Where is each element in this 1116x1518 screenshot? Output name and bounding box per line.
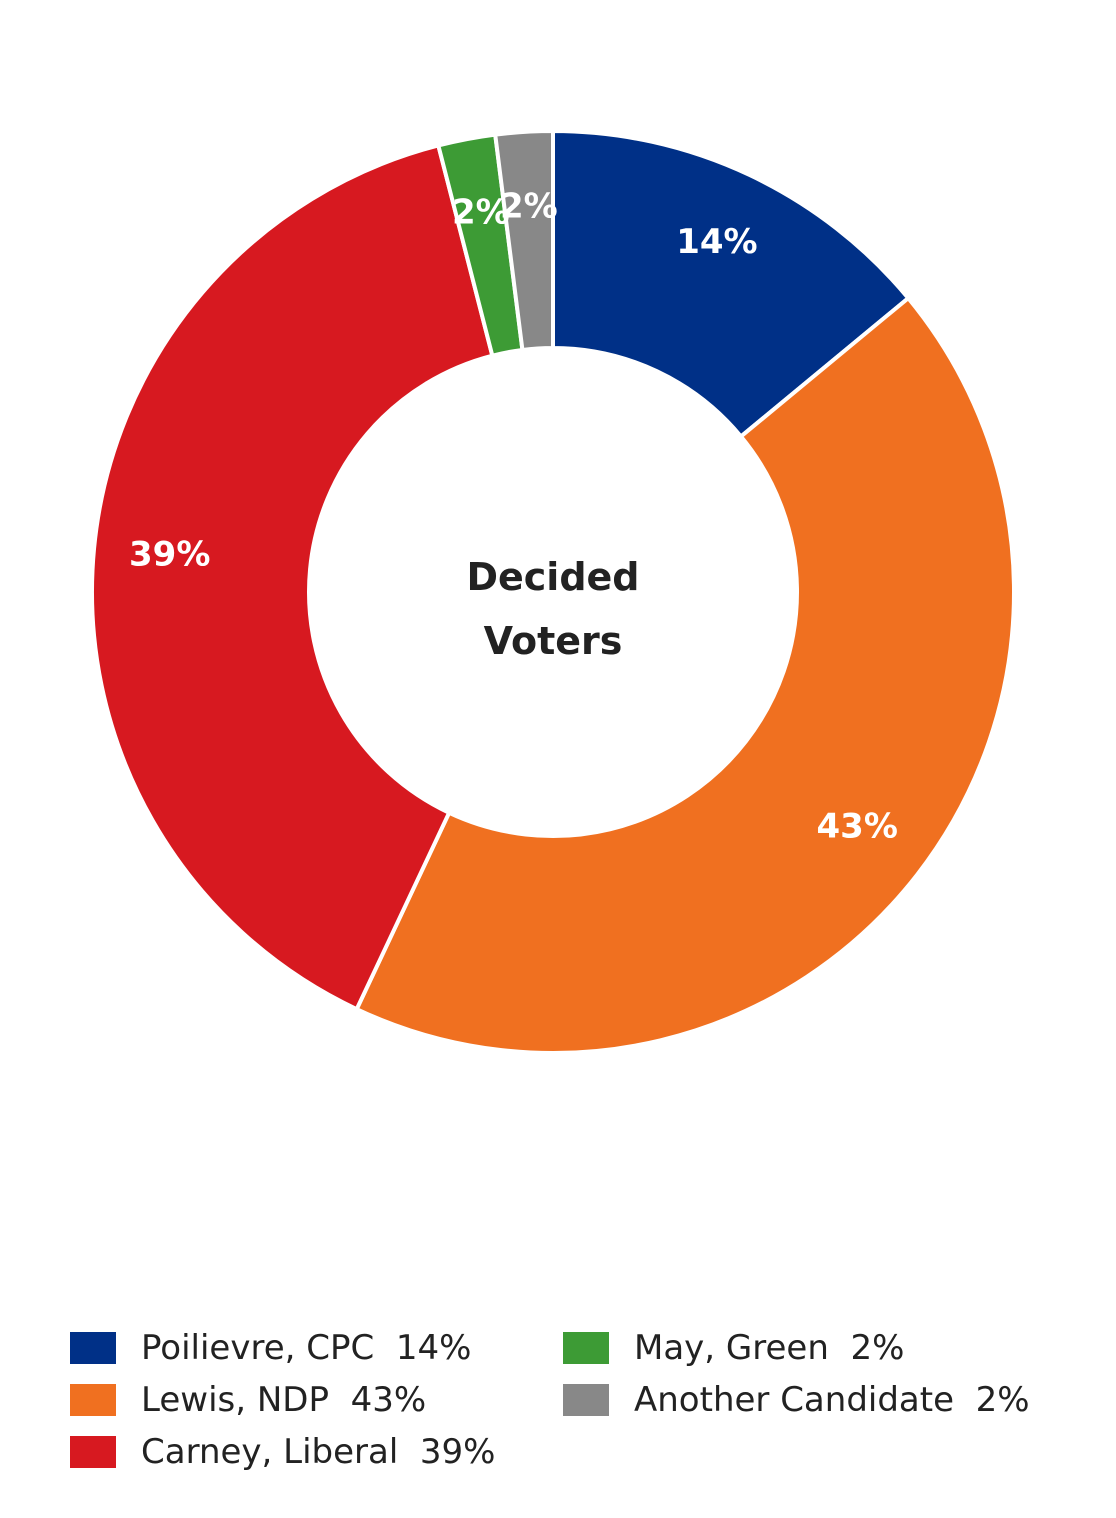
legend-label-may: May, Green 2%	[634, 1328, 905, 1368]
legend-item-lewis: Lewis, NDP 43%	[70, 1374, 496, 1426]
legend-item-may: May, Green 2%	[563, 1322, 1030, 1374]
slice-poilievre	[551, 129, 911, 439]
legend-swatch-may	[563, 1332, 609, 1364]
legend: Poilievre, CPC 14% Lewis, NDP 43% Carney…	[70, 1322, 1070, 1482]
legend-swatch-carney	[70, 1436, 116, 1468]
legend-column-1: Poilievre, CPC 14% Lewis, NDP 43% Carney…	[70, 1322, 496, 1478]
legend-item-another: Another Candidate 2%	[563, 1374, 1030, 1426]
legend-item-poilievre: Poilievre, CPC 14%	[70, 1322, 496, 1374]
slice-another	[493, 129, 555, 352]
center-label-line-2: Voters	[484, 619, 623, 663]
slice-label-poilievre: 14%	[676, 222, 757, 262]
legend-item-carney: Carney, Liberal 39%	[70, 1426, 496, 1478]
legend-label-poilievre: Poilievre, CPC 14%	[141, 1328, 472, 1368]
slice-label-carney: 39%	[129, 534, 210, 574]
donut-chart: 14% 43% 39% 2%2% Decided Voters	[90, 129, 1017, 1055]
legend-swatch-another	[563, 1384, 609, 1416]
legend-label-carney: Carney, Liberal 39%	[141, 1432, 496, 1472]
legend-column-2: May, Green 2% Another Candidate 2%	[563, 1322, 1030, 1426]
slice-label-may: 2%	[452, 192, 510, 232]
legend-swatch-lewis	[70, 1384, 116, 1416]
slice-lewis	[354, 296, 1017, 1055]
slice-carney	[90, 143, 495, 1012]
legend-swatch-poilievre	[70, 1332, 116, 1364]
center-label-line-1: Decided	[466, 555, 639, 599]
legend-label-another: Another Candidate 2%	[634, 1380, 1030, 1420]
slice-label-lewis: 43%	[817, 806, 898, 846]
legend-label-lewis: Lewis, NDP 43%	[141, 1380, 427, 1420]
slice-label-another: 2%	[500, 186, 558, 226]
